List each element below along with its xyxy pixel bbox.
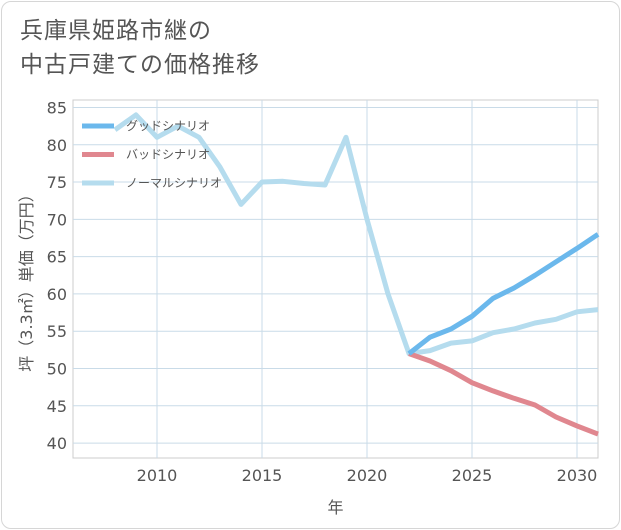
- legend-label: グッドシナリオ: [126, 119, 210, 133]
- series-line-good: [407, 232, 600, 356]
- y-tick-label: 50: [47, 360, 67, 379]
- y-tick-label: 45: [47, 397, 67, 416]
- y-tick-label: 80: [47, 136, 67, 155]
- y-axis-title: 坪（3.3㎡）単価（万円）: [17, 186, 36, 371]
- axes: 40 45 50 55 60 65 70 75 80 85 2010 2015 2020 2025 2030: [47, 98, 598, 485]
- series-layer: [113, 112, 600, 437]
- x-tick-label: 2010: [137, 466, 178, 485]
- y-tick-label: 55: [47, 322, 67, 341]
- x-tick-label: 2015: [242, 466, 283, 485]
- chart-title-line-2: 中古戸建ての価格推移: [20, 52, 260, 78]
- x-tick-label: 2025: [452, 466, 493, 485]
- series-line-normal: [113, 112, 599, 357]
- y-tick-label: 60: [47, 285, 67, 304]
- x-tick-label: 2030: [557, 466, 598, 485]
- x-tick-label: 2020: [347, 466, 388, 485]
- chart-title: 兵庫県姫路市継の 中古戸建ての価格推移: [20, 14, 260, 82]
- legend-label: バッドシナリオ: [126, 148, 210, 162]
- legend-label: ノーマルシナリオ: [126, 176, 222, 190]
- y-tick-label: 65: [47, 248, 67, 267]
- grid-lines: [72, 99, 599, 459]
- plot-area-border: [72, 99, 599, 459]
- y-tick-label: 85: [47, 98, 67, 117]
- series-line-bad: [408, 351, 599, 437]
- y-tick-label: 40: [47, 434, 67, 453]
- y-tick-label: 75: [47, 173, 67, 192]
- y-tick-label: 70: [47, 210, 67, 229]
- chart-title-line-1: 兵庫県姫路市継の: [20, 18, 212, 44]
- x-axis-title: 年: [327, 498, 343, 517]
